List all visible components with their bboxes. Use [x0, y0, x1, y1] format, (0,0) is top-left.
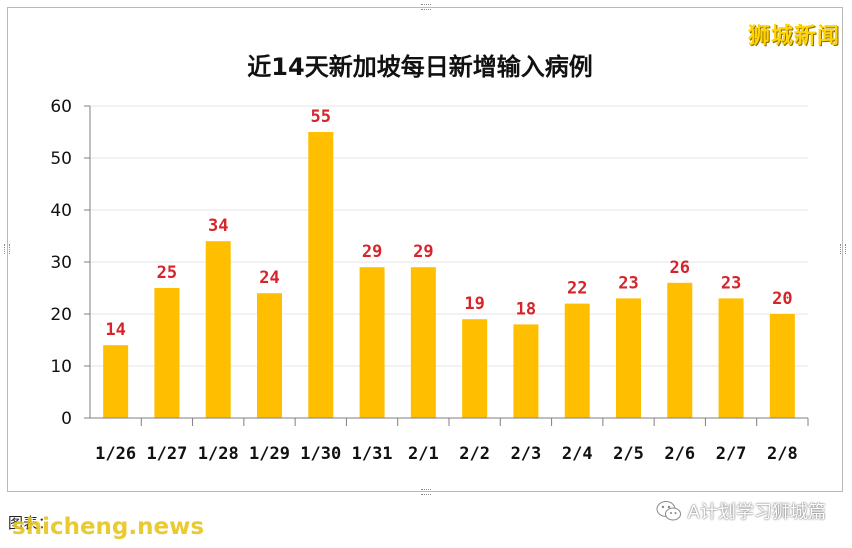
x-axis: 1/26 1/27 1/28 1/29 1/30 1/31 2/1 2/2 2/3 2/4 2/5 2… [90, 417, 809, 464]
data-label: 19 [464, 294, 484, 314]
brand-watermark: 狮城新闻 [747, 24, 840, 49]
data-label: 26 [670, 258, 690, 278]
bar [308, 132, 334, 418]
y-tick-label: 30 [50, 253, 72, 273]
data-label: 55 [311, 107, 331, 127]
x-tick-label: 2/6 [664, 444, 695, 464]
bar [769, 314, 795, 418]
bar [667, 282, 693, 418]
chart-credit: 图表： [8, 514, 54, 532]
bar [257, 293, 282, 418]
bar [103, 345, 129, 418]
data-label: 14 [105, 320, 125, 340]
x-tick-label: 1/30 [300, 444, 341, 464]
chart-title: 近14天新加坡每日新增输入病例 [247, 53, 592, 81]
y-axis: 0 10 20 30 40 50 60 [50, 97, 91, 429]
x-tick-label: 1/27 [146, 444, 187, 464]
x-tick-label: 2/7 [716, 444, 747, 464]
x-tick-label: 2/2 [459, 444, 490, 464]
x-tick-label: 1/28 [198, 444, 239, 464]
bar [564, 303, 590, 418]
x-tick-label: 2/5 [613, 444, 644, 464]
bar [205, 241, 231, 418]
data-label: 23 [721, 273, 741, 293]
data-label: 25 [157, 263, 177, 283]
x-tick-label: 1/29 [249, 444, 290, 464]
x-tick-label: 1/26 [95, 444, 136, 464]
bar [616, 298, 641, 418]
gridlines [90, 105, 808, 367]
data-label: 23 [618, 273, 638, 293]
x-tick-label: 2/8 [767, 444, 798, 464]
wechat-icon [656, 501, 681, 521]
bar [359, 267, 385, 418]
data-label: 20 [772, 289, 792, 309]
wechat-account-name: A计划学习狮城篇 [687, 502, 826, 523]
x-tick-label: 2/3 [511, 444, 542, 464]
bars [103, 132, 795, 418]
y-tick-label: 10 [50, 357, 72, 377]
bar [410, 267, 436, 418]
y-tick-label: 50 [50, 149, 72, 169]
data-label: 29 [413, 242, 433, 262]
resize-handle-left[interactable] [4, 244, 10, 254]
y-tick-label: 40 [50, 201, 72, 221]
x-tick-label: 1/31 [352, 444, 393, 464]
wechat-account[interactable]: A计划学习狮城篇 [656, 498, 826, 524]
y-tick-label: 0 [61, 409, 72, 429]
x-tick-label: 2/4 [562, 444, 593, 464]
data-label: 22 [567, 279, 587, 299]
resize-handle-bottom[interactable] [421, 489, 431, 495]
resize-handle-right[interactable] [840, 244, 846, 254]
data-label: 24 [259, 268, 279, 288]
bar [513, 324, 539, 418]
data-label: 29 [362, 242, 382, 262]
x-tick-label: 2/1 [408, 444, 439, 464]
bar [462, 319, 488, 418]
data-labels: 14 25 34 24 55 29 29 19 18 22 23 26 23 20 [105, 107, 792, 340]
bar [154, 288, 180, 418]
data-label: 34 [208, 216, 228, 236]
site-watermark: shicheng.news [12, 514, 205, 540]
y-tick-label: 20 [50, 305, 72, 325]
y-tick-label: 60 [50, 97, 72, 117]
data-label: 18 [516, 299, 536, 319]
resize-handle-top[interactable] [421, 4, 431, 10]
bar [718, 298, 744, 418]
